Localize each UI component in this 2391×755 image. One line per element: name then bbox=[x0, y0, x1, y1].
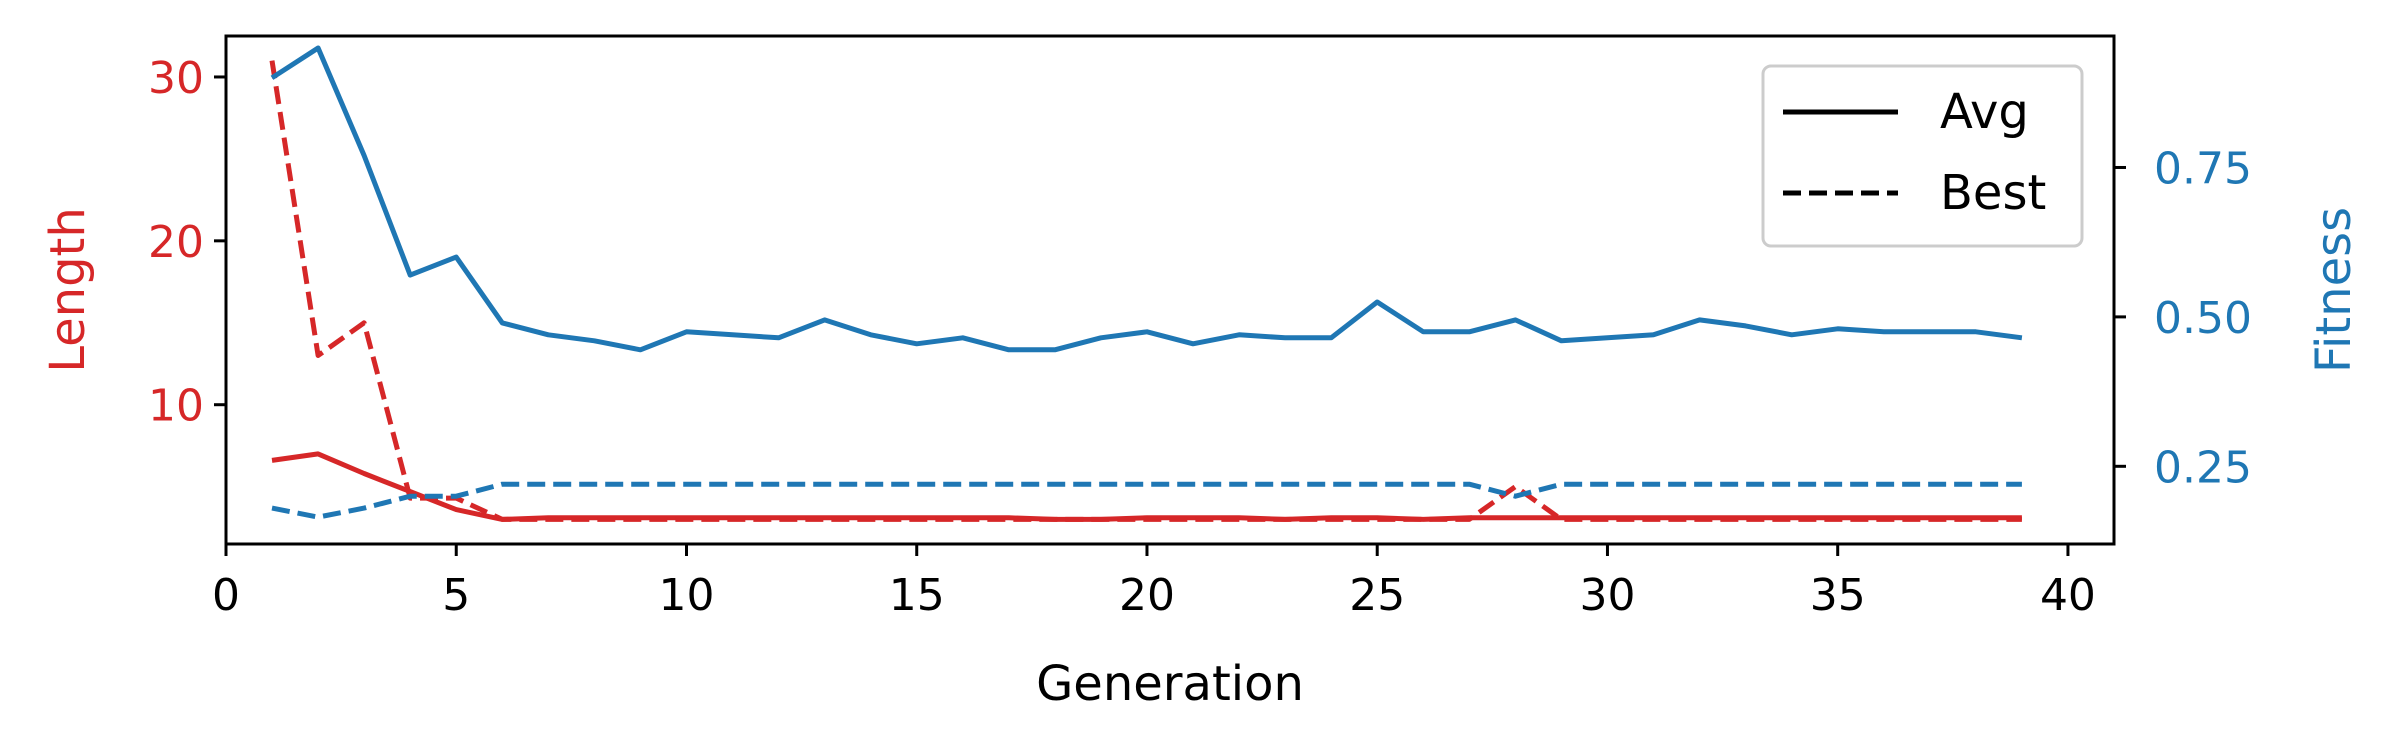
legend: Avg Best bbox=[1761, 64, 2084, 248]
x-tick-label: 5 bbox=[442, 570, 470, 621]
y-right-tick-label: 0.75 bbox=[2154, 143, 2252, 194]
series-layer bbox=[269, 45, 2023, 522]
y-right-tick-label: 0.50 bbox=[2154, 293, 2252, 344]
series-fitness-best-line bbox=[271, 481, 2022, 520]
x-tick-label: 25 bbox=[1349, 570, 1405, 621]
y-left-tick-label: 30 bbox=[148, 53, 204, 104]
y-left-tick-label: 10 bbox=[148, 381, 204, 432]
y-right-tick-label: 0.25 bbox=[2154, 442, 2252, 493]
legend-label-avg: Avg bbox=[1940, 84, 2029, 140]
ticks-layer: 0 5 10 15 20 25 30 35 40 10 20 30 0.25 0.50 0.75 bbox=[148, 53, 2252, 621]
plot-frame bbox=[224, 34, 2116, 546]
x-tick-label: 30 bbox=[1579, 570, 1635, 621]
legend-label-best: Best bbox=[1940, 165, 2046, 221]
x-tick-label: 40 bbox=[2040, 570, 2096, 621]
x-tick-label: 0 bbox=[212, 570, 240, 621]
x-tick-label: 10 bbox=[658, 570, 714, 621]
y-left-tick-label: 20 bbox=[148, 217, 204, 268]
x-tick-label: 20 bbox=[1119, 570, 1175, 621]
series-fitness-avg-line bbox=[270, 45, 2023, 353]
x-axis-label: Generation bbox=[1036, 656, 1304, 712]
series-length-best-line bbox=[269, 60, 2022, 522]
y-left-axis-label: Length bbox=[40, 207, 96, 373]
x-tick-label: 15 bbox=[889, 570, 945, 621]
y-right-axis-label: Fitness bbox=[2306, 207, 2362, 373]
x-tick-label: 35 bbox=[1810, 570, 1866, 621]
